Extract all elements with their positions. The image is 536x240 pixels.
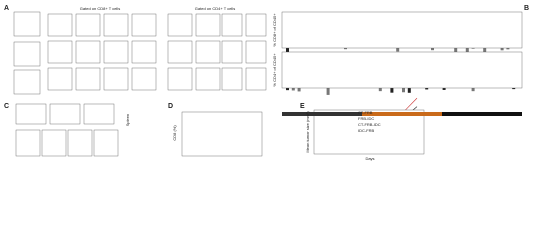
plot-frame [47,40,73,64]
axis-label: CD8 (%) [172,125,177,141]
legend-entry: CT-FRB [358,110,373,115]
panel-label: A [4,5,9,12]
plot-frame [103,13,129,37]
plot-frame [47,13,73,37]
plot-frame [67,129,93,157]
plot-frame [15,103,47,125]
panel-label: D [168,103,173,110]
stripe [282,112,362,116]
plot-frame [195,67,221,91]
plot-frame [13,69,41,95]
axis-label: Spleen [125,114,130,126]
plot-frame [75,13,101,37]
plot-frame [13,41,41,67]
plot-frame [47,67,73,91]
plot-frame [221,67,243,91]
plot-frame [167,13,193,37]
plot-frame [167,40,193,64]
bar [465,42,469,55]
plot-frame [103,67,129,91]
panel-label: E [300,103,305,110]
figure: A Gated on CD8+ T cells Gated on CD4+ T … [4,5,529,161]
bar [326,81,330,95]
plot-frame [13,11,41,37]
plot-frame [93,129,119,157]
plot-frame [131,13,157,37]
plot-frame [49,103,81,125]
plot-frame [75,40,101,64]
plot-frame [181,111,263,157]
axis-label: % CD8+ of CD45+ [272,13,277,47]
plot-frame [281,51,523,89]
panel-label: B [524,5,529,12]
plot-frame [131,40,157,64]
legend-entry: IDC-FRB [358,128,375,133]
plot-frame [83,103,115,125]
plot-frame [221,40,243,64]
panel-heading: Gated on CD8+ T cells [80,6,120,11]
plot-frame [195,13,221,37]
stripe [362,112,442,116]
plot-frame [75,67,101,91]
panel-heading: Gated on CD4+ T cells [195,6,235,11]
plot-frame [245,13,267,37]
plot-frame [245,67,267,91]
legend-entry: FRB-IDC [358,116,374,121]
axis-label: Days [365,156,374,161]
legend-entry: CT-FRB-IDC [358,122,381,127]
plot-frame [41,129,67,157]
axis-label: % CD4+ of CD45+ [272,53,277,87]
plot-frame [131,67,157,91]
plot-frame [221,13,243,37]
stripe [442,112,522,116]
axis-label: Mean tumor size (mm³) [305,111,310,153]
plot-frame [103,40,129,64]
plot-frame [281,11,523,49]
plot-frame [195,40,221,64]
panel-label: C [4,103,9,110]
plot-frame [15,129,41,157]
plot-frame [167,67,193,91]
plot-frame [313,109,425,155]
plot-frame [245,40,267,64]
